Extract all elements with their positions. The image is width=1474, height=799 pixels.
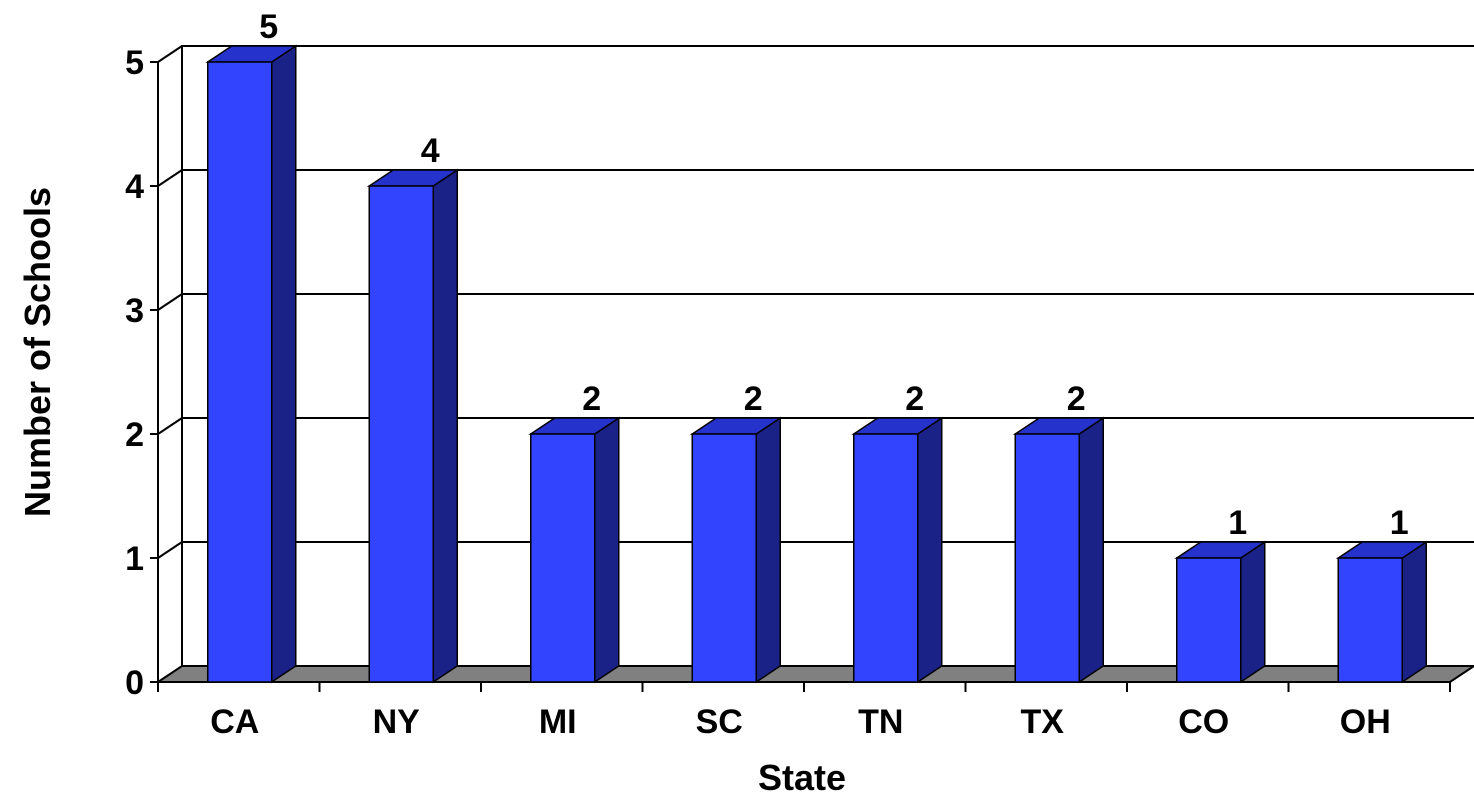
x-tick-label-ny: NY	[373, 703, 421, 741]
bar-side-face	[594, 416, 620, 684]
y-tick-label: 4	[125, 168, 144, 206]
bar-tx	[1012, 416, 1106, 684]
x-tick-label-ca: CA	[210, 703, 259, 741]
y-tick-label: 1	[125, 540, 144, 578]
data-label-tn: 2	[905, 380, 924, 418]
bar-front-face	[530, 433, 596, 683]
y-tick-label: 3	[125, 292, 144, 330]
bar-mi	[528, 416, 622, 684]
bar-side-face	[755, 416, 781, 684]
data-label-sc: 2	[744, 380, 763, 418]
x-tick-label-oh: OH	[1340, 703, 1391, 741]
bar-tn	[851, 416, 945, 684]
data-label-tx: 2	[1067, 380, 1086, 418]
side-wall-gridline	[157, 293, 183, 311]
x-tick-labels: CA NY MI SC TN TX CO OH	[210, 703, 1391, 741]
y-tick-labels: 0 1 2 3 4 5	[125, 44, 144, 702]
bar-front-face	[1014, 433, 1080, 683]
bar-front-face	[853, 433, 919, 683]
side-wall-gridline	[157, 541, 183, 559]
bar-side-face	[271, 44, 297, 684]
bar-ca	[205, 44, 299, 684]
bar-co	[1174, 540, 1268, 684]
side-wall-gridline	[157, 45, 183, 63]
data-labels: 5 4 2 2 2 2 1 1	[259, 8, 1408, 542]
y-tick-label: 2	[125, 416, 144, 454]
x-tick-label-sc: SC	[696, 703, 743, 741]
bar-side-face	[432, 168, 458, 684]
y-tick-label: 0	[125, 664, 144, 702]
data-label-ca: 5	[259, 8, 278, 46]
bar-front-face	[1337, 557, 1403, 683]
x-tick-label-tx: TX	[1021, 703, 1065, 741]
bars	[205, 44, 1429, 684]
bar-side-face	[917, 416, 943, 684]
bar-ny	[366, 168, 460, 684]
bar-side-face	[1078, 416, 1104, 684]
bar-front-face	[368, 185, 434, 683]
bar-front-face	[691, 433, 757, 683]
side-wall-gridline	[157, 417, 183, 435]
bar-front-face	[207, 61, 273, 683]
x-tick-label-co: CO	[1178, 703, 1229, 741]
data-label-oh: 1	[1390, 504, 1409, 542]
gridlines	[157, 45, 1474, 559]
bar-oh	[1335, 540, 1429, 684]
bar-front-face	[1176, 557, 1242, 683]
y-axis-title: Number of Schools	[17, 187, 58, 517]
x-axis-title: State	[758, 757, 846, 798]
floor-plane	[154, 665, 1474, 683]
x-tick-label-tn: TN	[858, 703, 903, 741]
bar-side-face	[1240, 540, 1266, 684]
data-label-ny: 4	[421, 132, 440, 170]
y-tick-label: 5	[125, 44, 144, 82]
bar-sc	[689, 416, 783, 684]
plot-floor	[154, 665, 1474, 683]
data-label-mi: 2	[582, 380, 601, 418]
data-label-co: 1	[1228, 504, 1247, 542]
side-wall-gridline	[157, 169, 183, 187]
x-tick-label-mi: MI	[539, 703, 577, 741]
bar-side-face	[1401, 540, 1427, 684]
